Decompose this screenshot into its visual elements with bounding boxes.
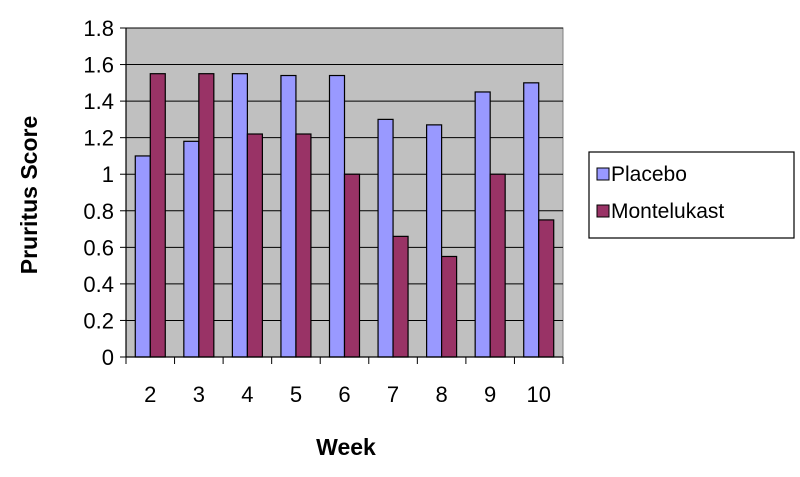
- y-tick-label: 0.4: [83, 272, 114, 297]
- bar-placebo: [426, 124, 443, 358]
- x-tick-label: 2: [144, 382, 156, 407]
- x-tick-label: 8: [435, 382, 447, 407]
- bar-placebo: [523, 82, 540, 358]
- y-tick-label: 0: [102, 345, 114, 370]
- bar-montelukast: [149, 73, 166, 358]
- y-tick-label: 1.6: [83, 53, 114, 78]
- x-axis-title: Week: [316, 434, 376, 460]
- bar-placebo: [328, 74, 346, 358]
- x-tick-label: 6: [338, 382, 350, 407]
- x-tick-label: 10: [526, 382, 550, 407]
- bar-placebo: [231, 73, 248, 358]
- bar-montelukast: [198, 73, 215, 358]
- legend-swatch-placebo: [596, 167, 610, 181]
- y-tick-label: 1: [102, 162, 114, 187]
- x-tick-label: 4: [241, 382, 253, 407]
- y-tick-label: 1.4: [83, 89, 114, 114]
- x-tick-label: 7: [387, 382, 399, 407]
- x-tick-label: 5: [290, 382, 302, 407]
- bar-placebo: [134, 155, 151, 358]
- bar-montelukast: [489, 173, 506, 358]
- y-axis-title: Pruritus Score: [16, 116, 42, 275]
- y-tick-label: 0.8: [83, 199, 114, 224]
- bar-placebo: [183, 140, 200, 358]
- legend-swatch-montelukast: [596, 204, 610, 218]
- bar-montelukast: [343, 173, 361, 358]
- bar-placebo: [377, 118, 394, 358]
- y-tick-label: 0.6: [83, 235, 114, 260]
- bar-montelukast: [246, 133, 263, 358]
- legend-label-montelukast: Montelukast: [611, 200, 724, 223]
- y-tick-label: 1.8: [83, 16, 114, 41]
- legend: Placebo Montelukast: [588, 151, 795, 239]
- bar-montelukast: [392, 235, 409, 358]
- x-tick-label: 9: [484, 382, 496, 407]
- legend-label-placebo: Placebo: [611, 163, 687, 186]
- bar-placebo: [280, 74, 297, 358]
- bar-montelukast: [538, 219, 555, 358]
- y-tick-label: 0.2: [83, 308, 114, 333]
- bar-montelukast: [441, 255, 458, 358]
- x-tick-label: 3: [193, 382, 205, 407]
- legend-box: [588, 151, 795, 239]
- bar-placebo: [474, 91, 491, 358]
- bar-montelukast: [295, 133, 312, 358]
- y-tick-label: 1.2: [83, 126, 114, 151]
